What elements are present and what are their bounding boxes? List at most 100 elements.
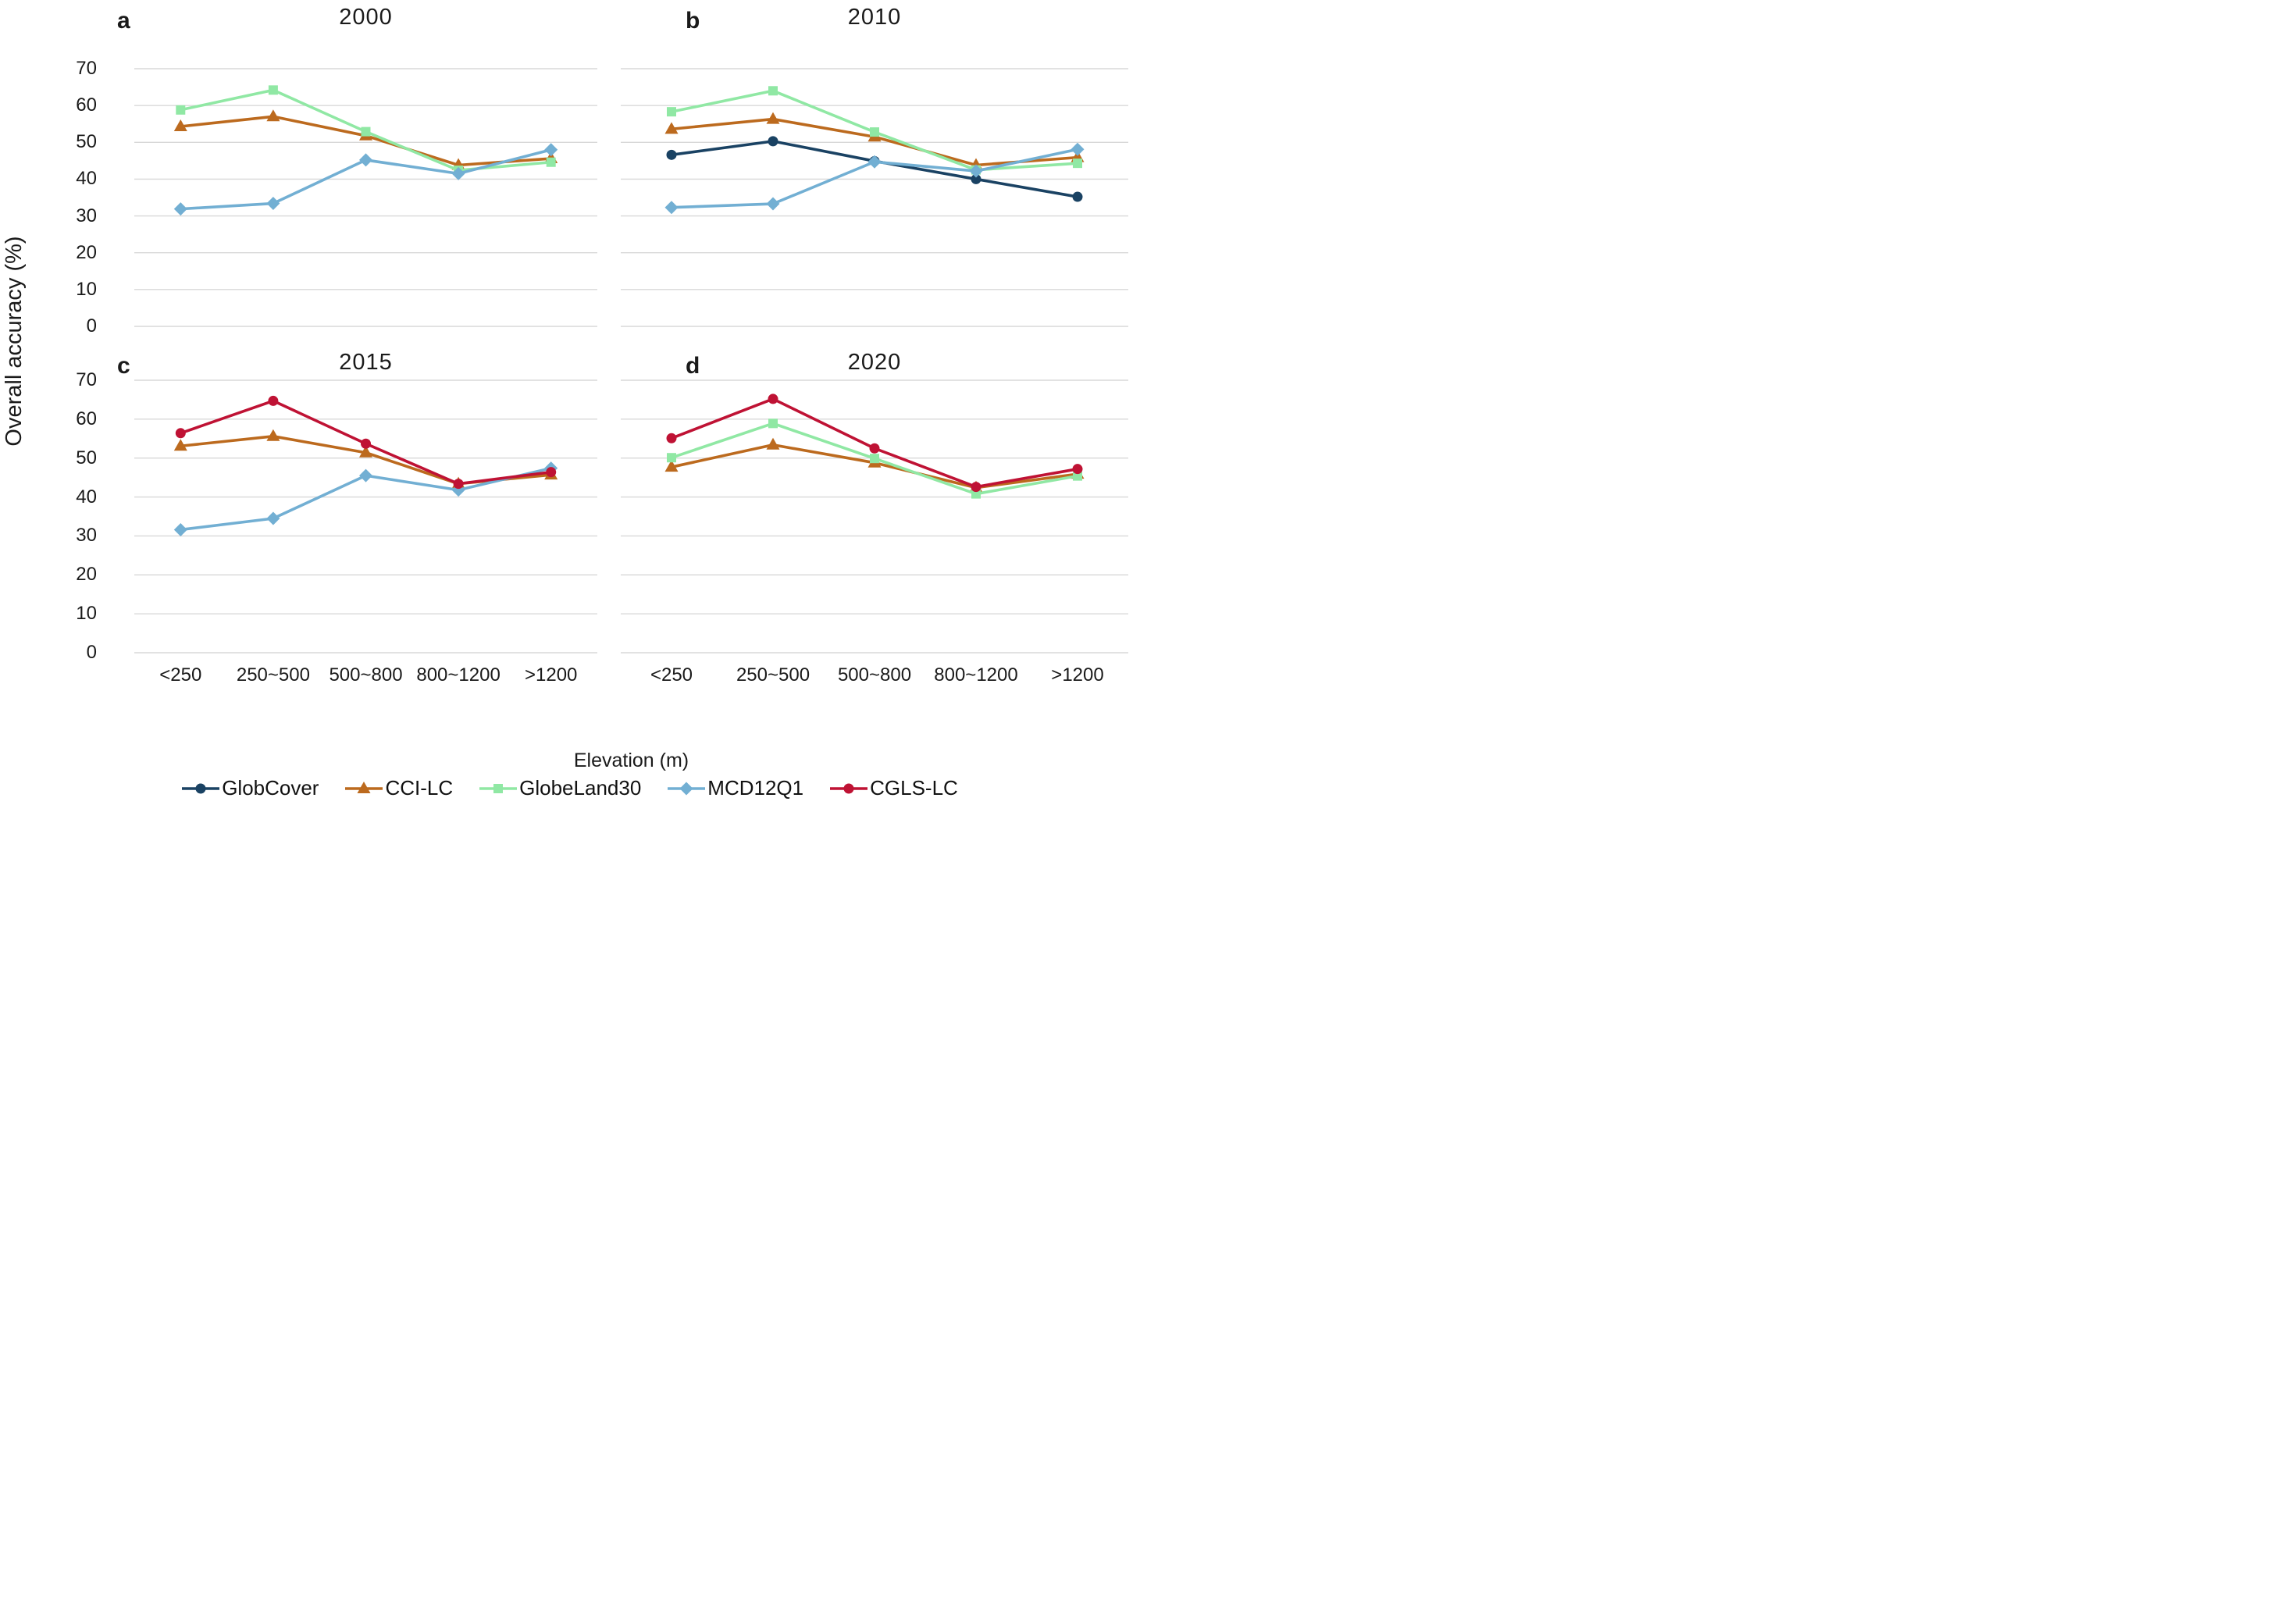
CCI-LC-marker [173,119,187,132]
GlobeLand30-marker [667,107,676,117]
GlobeLand30-marker [870,127,879,137]
panel-title-2010: 2010 [847,5,902,30]
CCI-LC-marker [173,439,187,451]
legend-label: GlobeLand30 [519,776,642,800]
MCD12Q1-legend-marker [679,782,693,795]
legend-item-globcover: GlobCover [182,776,319,800]
GlobeLand30-marker [361,126,371,137]
x-tick-label: 800~1200 [934,664,1017,686]
y-tick-label: 60 [76,94,97,116]
legend-item-cci-lc: CCI-LC [345,776,453,800]
panel-letter-c: c [117,353,130,379]
GlobeLand30-marker [667,453,676,463]
GlobCover-marker [1072,191,1083,202]
y-tick-label: 20 [76,241,97,263]
panel-title-2015: 2015 [339,350,393,375]
x-axis-title: Elevation (m) [573,750,689,771]
MCD12Q1-marker [173,522,187,536]
MCD12Q1-marker [544,143,558,157]
panel-letter-b: b [686,8,700,34]
legend-item-cgls-lc: CGLS-LC [830,776,958,800]
x-tick-label: 250~500 [237,664,310,686]
GlobeLand30-marker [176,105,186,115]
MCD12Q1-marker [969,164,983,178]
legend: GlobCover CCI-LC GlobeLand30 MCD12Q1 CGLS-LC [0,776,1140,800]
GlobCover-marker [768,136,778,147]
CCI-LC-marker [266,109,280,122]
CCI-LC-marker [664,122,679,134]
CGLS-LC-legend-marker [843,783,854,793]
CCI-LC-marker [664,460,679,472]
CGLS-LC-marker [666,433,677,443]
GlobeLand30-marker [546,157,556,167]
figure-root: Overall accuracy (%) a b c d 2000 2010 2… [0,0,1140,812]
CGLS-LC-line [670,397,1079,489]
MCD12Q1-marker [359,468,372,483]
panel-d-chart: <250 250~500 500~800 800~1200 >1200 [621,379,1128,686]
y-tick-label: 0 [86,315,97,337]
x-tick-label: <250 [159,664,201,686]
CGLS-LC-marker [1072,464,1083,475]
GlobeLand30-legend-marker [493,783,504,793]
MCD12Q1-marker [173,202,187,216]
panel-title-2000: 2000 [339,5,393,30]
CCI-LC-marker [266,429,280,441]
CCI-LC-marker [359,445,372,458]
x-tick-label: >1200 [525,664,577,686]
legend-item-globeland30: GlobeLand30 [479,776,641,800]
CCI-LC-marker [766,437,780,450]
MCD12Q1-marker [1071,142,1085,156]
legend-label: GlobCover [222,776,319,800]
CGLS-LC-marker [175,428,186,439]
panel-letter-a: a [117,8,130,34]
y-tick-label: 30 [76,205,97,226]
GlobCover-marker [666,149,677,160]
y-tick-label: 50 [76,447,97,468]
legend-label: MCD12Q1 [707,776,804,800]
GlobeLand30-marker [870,454,879,464]
MCD12Q1-marker [766,197,780,211]
x-tick-label: 500~800 [838,664,911,686]
y-tick-label: 0 [86,642,97,663]
CGLS-LC-marker [453,479,464,490]
y-tick-label: 60 [76,408,97,429]
CGLS-LC-marker [768,394,778,404]
MCD12Q1-marker [266,197,280,211]
y-axis-title: Overall accuracy (%) [2,236,27,447]
legend-label: CGLS-LC [870,776,958,800]
y-tick-label: 40 [76,486,97,508]
CGLS-LC-marker [361,438,371,449]
GlobCover-marker [971,173,981,184]
cgls-lc-legend-marker-icon [830,783,868,793]
CGLS-LC-marker [971,482,981,493]
MCD12Q1-marker [266,511,280,525]
legend-item-mcd12q1: MCD12Q1 [668,776,803,800]
GlobeLand30-marker [768,86,778,96]
CGLS-LC-marker [546,467,557,478]
GlobeLand30-marker [1073,471,1082,481]
y-tick-label: 70 [76,369,97,390]
CGLS-LC-marker [268,395,279,406]
GlobCover-legend-marker [195,783,206,793]
y-tick-label: 10 [76,603,97,625]
globeland30-legend-marker-icon [479,783,518,793]
CCI-LC-legend-marker [357,781,371,793]
x-tick-label: <250 [650,664,693,686]
x-tick-label: 800~1200 [416,664,500,686]
CGLS-LC-marker [869,443,880,454]
GlobeLand30-marker [971,489,981,499]
y-tick-label: 50 [76,131,97,153]
y-tick-label: 40 [76,168,97,190]
x-tick-label: >1200 [1051,664,1103,686]
MCD12Q1-marker [451,166,465,180]
GlobCover-line [670,140,1079,198]
y-tick-label: 20 [76,564,97,586]
MCD12Q1-marker [359,153,372,167]
GlobeLand30-marker [268,85,278,95]
GlobeLand30-marker [768,418,778,429]
panel-letter-d: d [686,353,700,379]
y-tick-label: 10 [76,278,97,300]
panel-c-chart: <250 250~500 500~800 800~1200 >1200 [134,379,597,686]
CCI-LC-marker [766,112,780,124]
y-tick-label: 70 [76,58,97,79]
